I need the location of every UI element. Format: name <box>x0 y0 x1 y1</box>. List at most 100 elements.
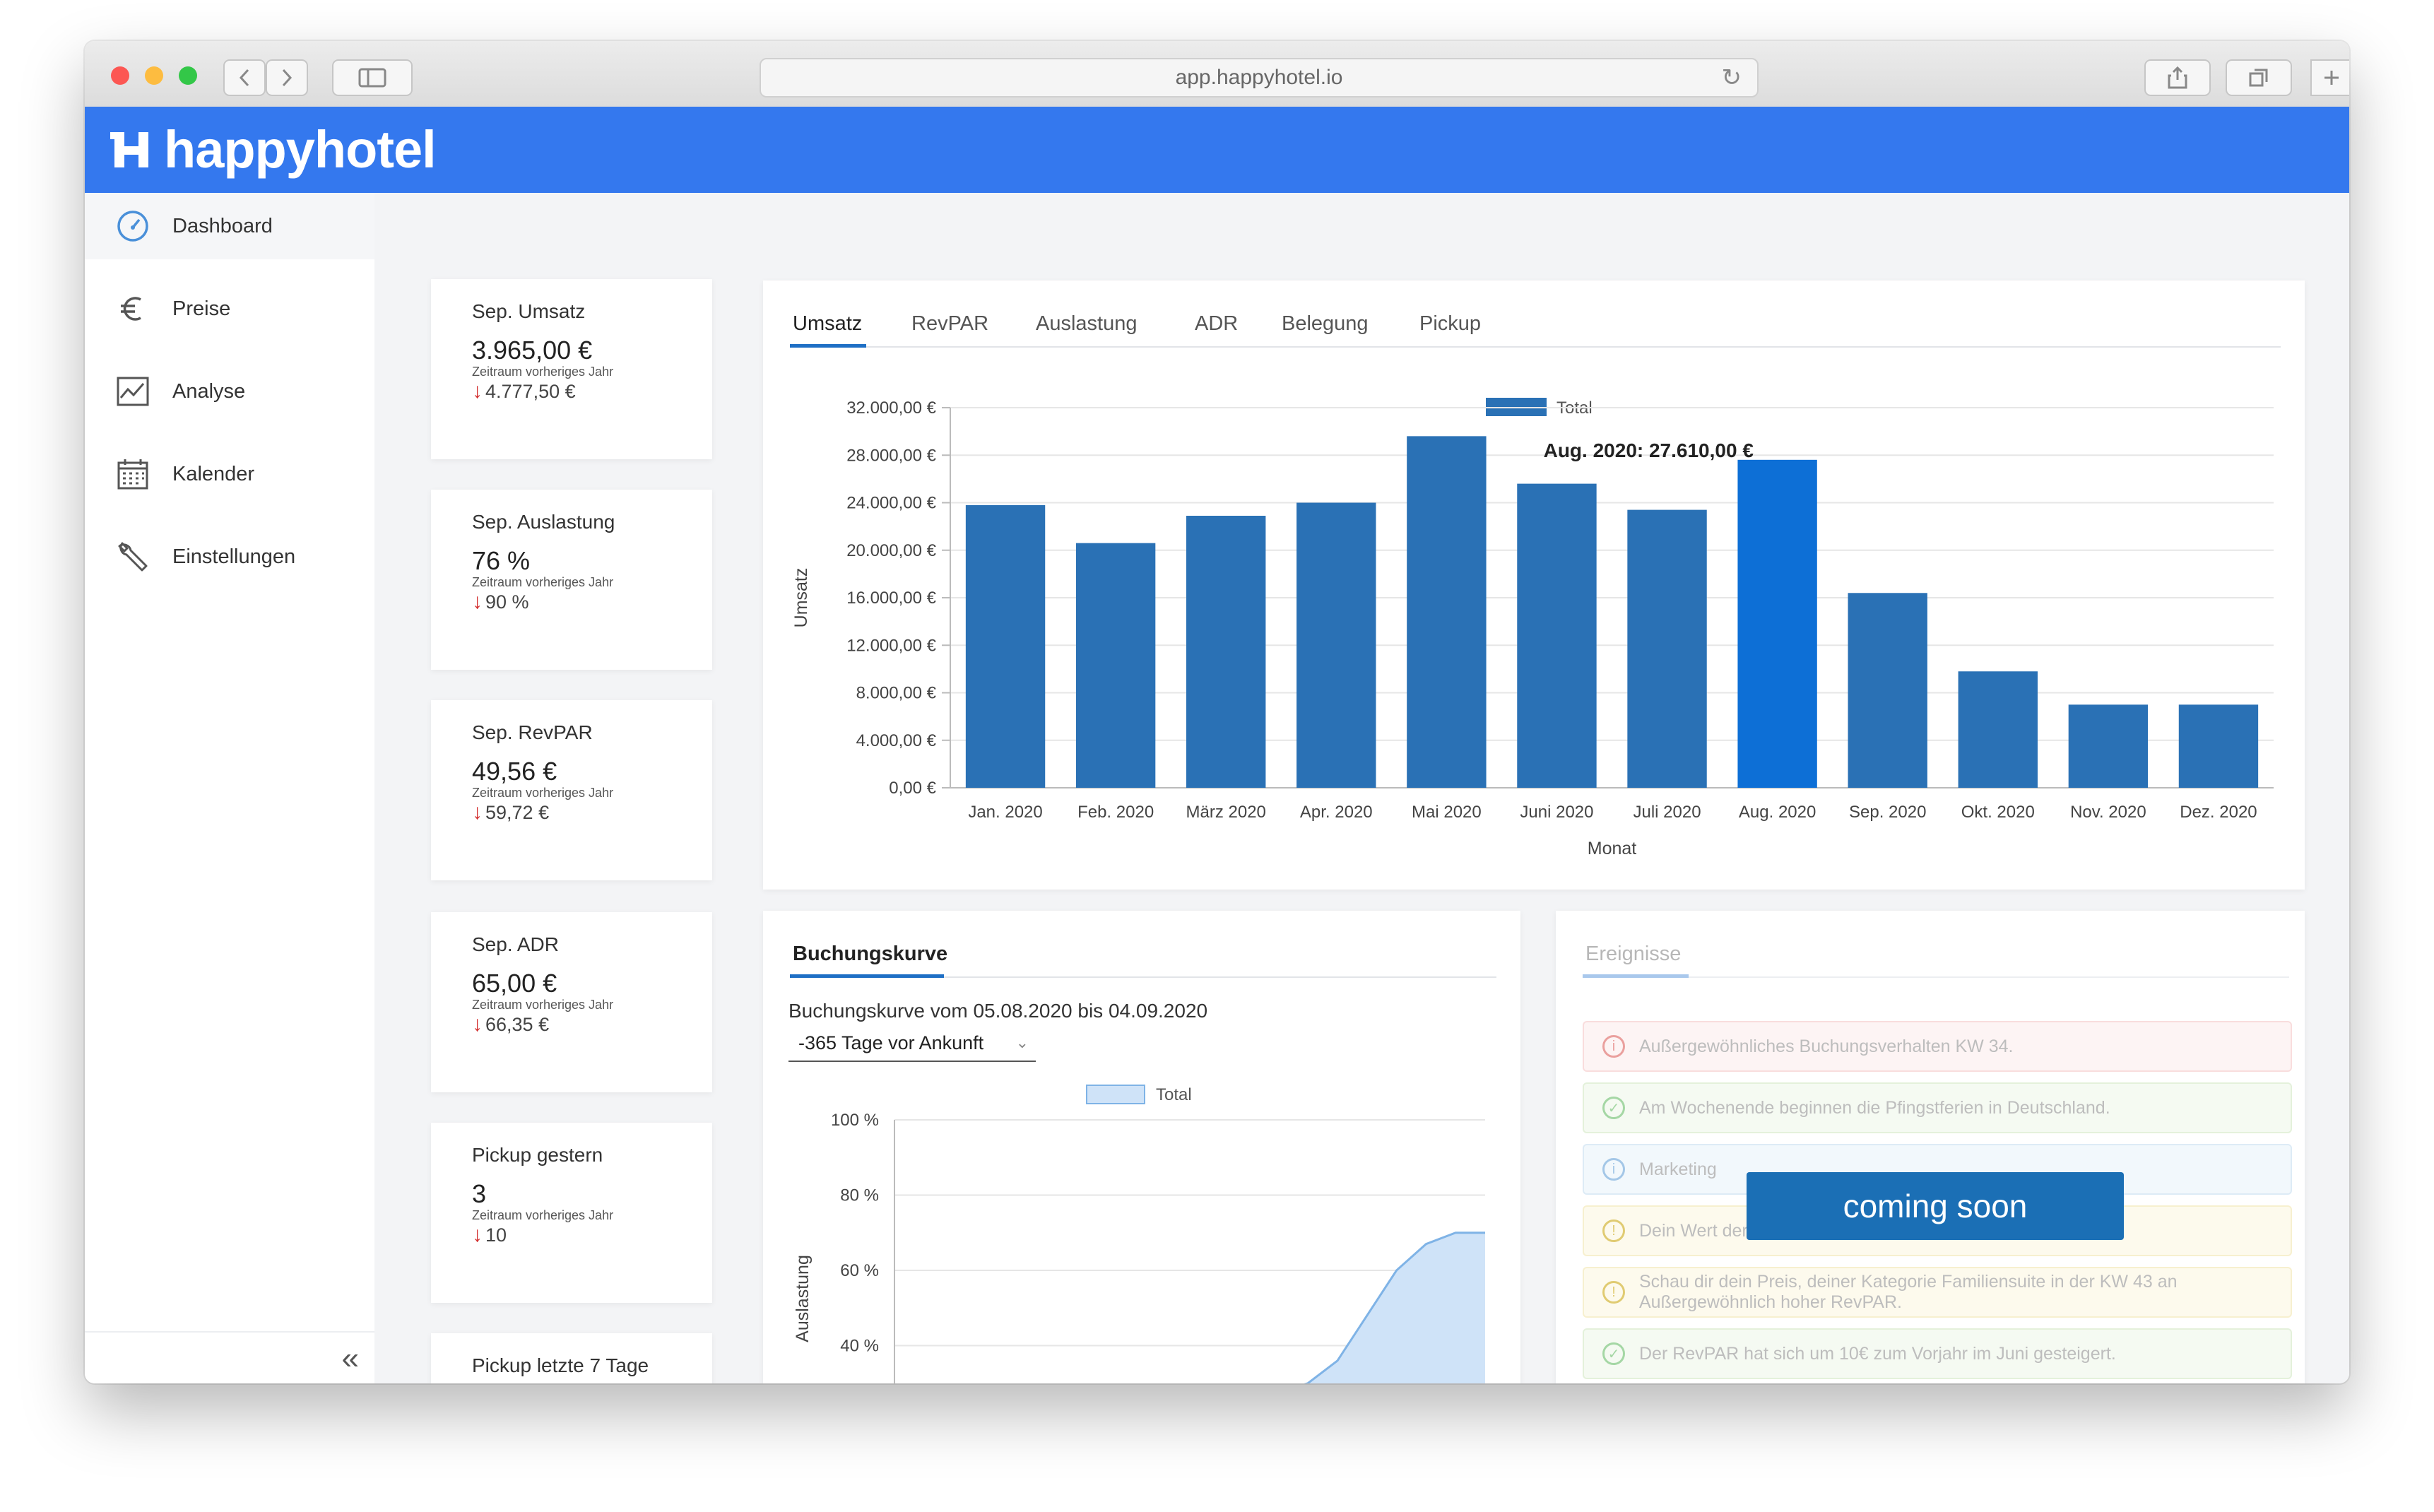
kpi-card: Sep. RevPAR 49,56 € Zeitraum vorheriges Ja… <box>431 700 712 880</box>
event-item[interactable]: ! Schau dir dein Preis, deiner Kategorie … <box>1583 1267 2292 1318</box>
kpi-previous-amount: 66,35 € <box>485 1013 550 1035</box>
booking-tab-indicator <box>790 974 944 978</box>
collapse-sidebar-button[interactable]: « <box>341 1341 359 1376</box>
bar <box>2178 704 2259 788</box>
kpi-comparison-label: Zeitraum vorheriges Jahr <box>472 786 614 800</box>
sidebar-item-label: Kalender <box>172 462 255 485</box>
y-tick-label: 32.000,00 € <box>846 398 936 418</box>
check-icon: ✓ <box>1602 1097 1625 1119</box>
happyhotel-logo-icon <box>110 131 148 167</box>
reload-icon[interactable]: ↻ <box>1721 64 1742 91</box>
x-tick-label: Dez. 2020 <box>2180 803 2257 822</box>
sidebar-item-label: Einstellungen <box>172 545 296 568</box>
area-line <box>1304 1232 1485 1383</box>
sidebar-item-kalender[interactable]: Kalender <box>85 441 374 507</box>
tab-pickup[interactable]: Pickup <box>1419 312 1482 335</box>
bar <box>1848 593 1927 788</box>
kpi-previous-value: ↓ 10 <box>472 1223 507 1247</box>
y-axis-title: Auslastung <box>793 1255 813 1342</box>
tab-revpar[interactable]: RevPAR <box>911 312 989 335</box>
kpi-value: 49,56 € <box>472 757 557 786</box>
x-tick-label: Apr. 2020 <box>1300 803 1373 822</box>
chevron-right-icon <box>282 69 293 87</box>
info-icon: i <box>1602 1158 1625 1181</box>
arrow-down-icon: ↓ <box>472 1223 483 1246</box>
y-tick-label: 24.000,00 € <box>846 494 936 513</box>
events-panel: Ereignisse i Außergewöhnliches Buchungsve… <box>1556 911 2305 1383</box>
bar <box>1958 671 2038 788</box>
warning-icon: ! <box>1602 1219 1625 1242</box>
arrow-down-icon: ↓ <box>472 801 483 824</box>
dropdown-value: -365 Tage vor Ankunft <box>798 1032 984 1053</box>
y-tick-label: 20.000,00 € <box>846 541 936 560</box>
kpi-value: 3 <box>472 1179 487 1208</box>
new-tab-button[interactable] <box>2310 59 2349 96</box>
arrow-down-icon: ↓ <box>472 590 483 613</box>
kpi-comparison-label: Zeitraum vorheriges Jahr <box>472 1208 614 1222</box>
kpi-card: Sep. Umsatz 3.965,00 € Zeitraum vorheriges… <box>431 279 712 459</box>
kpi-previous-value: ↓ 59,72 € <box>472 801 549 825</box>
y-tick-label: 0,00 € <box>889 779 936 798</box>
sidebar-toggle-button[interactable] <box>332 59 413 96</box>
kpi-previous-amount: 90 % <box>485 591 529 613</box>
event-item[interactable]: i Außergewöhnliches Buchungsverhalten KW … <box>1583 1021 2292 1072</box>
tab-umsatz[interactable]: Umsatz <box>793 312 863 335</box>
y-tick-label: 16.000,00 € <box>846 589 936 608</box>
y-tick-label: 100 % <box>831 1111 879 1130</box>
bar <box>965 504 1046 788</box>
close-window-button[interactable] <box>111 66 129 85</box>
info-icon: i <box>1602 1035 1625 1058</box>
kpi-title: Pickup gestern <box>472 1144 603 1166</box>
booking-curve-subtitle: Buchungskurve vom 05.08.2020 bis 04.09.2… <box>788 1000 1208 1022</box>
y-axis-title: Umsatz <box>791 568 811 628</box>
x-tick-label: Jan. 2020 <box>968 803 1042 822</box>
sidebar-item-preise[interactable]: Preise <box>85 276 374 342</box>
event-text: Außergewöhnliches Buchungsverhalten KW 3… <box>1639 1036 2014 1056</box>
warning-icon: ! <box>1602 1281 1625 1304</box>
event-text: Der RevPAR hat sich um 10€ zum Vorjahr i… <box>1639 1343 2116 1364</box>
wrench-icon <box>114 538 151 575</box>
sidebar-icon <box>358 68 386 88</box>
event-item[interactable]: ✓ Der RevPAR hat sich um 10€ zum Vorjahr … <box>1583 1328 2292 1379</box>
tab-buchungskurve[interactable]: Buchungskurve <box>793 943 948 965</box>
tabs-button[interactable] <box>2226 59 2292 96</box>
speedometer-icon <box>114 208 151 244</box>
kpi-title: Sep. Auslastung <box>472 511 615 533</box>
tab-auslastung[interactable]: Auslastung <box>1036 312 1138 335</box>
forward-button[interactable] <box>266 59 308 96</box>
sidebar-item-dashboard[interactable]: Dashboard <box>85 193 374 259</box>
y-tick-label: 4.000,00 € <box>856 731 937 750</box>
tab-adr[interactable]: ADR <box>1195 312 1239 335</box>
y-tick-label: 12.000,00 € <box>846 636 936 655</box>
address-bar[interactable]: app.happyhotel.io ↻ <box>760 58 1759 98</box>
sidebar-item-einstellungen[interactable]: Einstellungen <box>85 524 374 590</box>
kpi-comparison-label: Zeitraum vorheriges Jahr <box>472 998 614 1012</box>
minimize-window-button[interactable] <box>145 66 163 85</box>
calendar-icon <box>114 456 151 492</box>
maximize-window-button[interactable] <box>179 66 197 85</box>
back-button[interactable] <box>223 59 266 96</box>
arrow-down-icon: ↓ <box>472 1012 483 1036</box>
app-header: happyhotel <box>85 107 2349 193</box>
sidebar-footer: « <box>85 1331 374 1383</box>
kpi-previous-value: ↓ 4.777,50 € <box>472 379 576 403</box>
kpi-previous-value: ↓ 66,35 € <box>472 1012 549 1036</box>
bar <box>1517 483 1597 788</box>
y-tick-label: 40 % <box>840 1337 879 1356</box>
legend-swatch <box>1086 1085 1145 1104</box>
kpi-previous-amount: 10 <box>485 1224 507 1246</box>
bar <box>1737 459 1817 788</box>
tab-ereignisse[interactable]: Ereignisse <box>1585 943 1682 965</box>
kpi-title: Sep. Umsatz <box>472 300 586 322</box>
event-item[interactable]: ✓ Am Wochenende beginnen die Pfingstferie… <box>1583 1082 2292 1133</box>
sidebar-item-analyse[interactable]: Analyse <box>85 358 374 425</box>
tabs-icon <box>2249 69 2268 87</box>
share-button[interactable] <box>2144 59 2211 96</box>
booking-range-dropdown[interactable]: -365 Tage vor Ankunft ⌄ <box>788 1028 1036 1062</box>
tab-belegung[interactable]: Belegung <box>1282 312 1369 335</box>
plus-icon <box>2324 71 2339 85</box>
y-tick-label: 8.000,00 € <box>856 684 937 703</box>
brand-logo[interactable]: happyhotel <box>110 119 437 179</box>
bar <box>1296 502 1376 788</box>
